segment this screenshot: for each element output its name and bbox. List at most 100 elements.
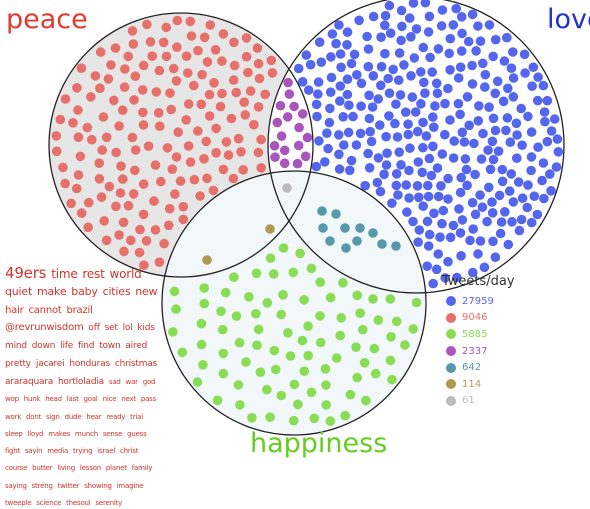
tweet-dot: [499, 56, 510, 66]
tweet-dot: [538, 158, 549, 168]
tweet-dot: [479, 262, 490, 273]
tweet-dot: [151, 87, 162, 97]
tweet-dot: [252, 43, 263, 53]
tweet-dot: [418, 117, 428, 128]
tweet-dot: [315, 277, 326, 288]
tweet-dot: [484, 182, 494, 193]
tweet-dot: [231, 311, 242, 321]
tweet-dot: [546, 186, 556, 196]
tweet-dot: [373, 153, 384, 163]
word-cloud-word: town: [99, 341, 121, 352]
word-cloud-word: butter: [32, 464, 53, 473]
tweet-dot: [238, 165, 248, 175]
tweet-dot: [119, 246, 129, 257]
tweet-dot: [60, 94, 71, 104]
word-cloud-word: aired: [125, 341, 148, 352]
tweet-dot: [98, 112, 109, 122]
tweet-dot: [101, 235, 112, 246]
tweet-dot: [255, 367, 266, 378]
word-cloud-word: set: [104, 323, 118, 334]
tweet-dot: [475, 236, 486, 246]
tweet-dot: [478, 58, 488, 69]
tweet-dot: [384, 111, 394, 121]
tweet-dot: [323, 143, 333, 154]
tweet-dot: [396, 160, 406, 170]
tweet-dot: [111, 201, 121, 212]
tweet-dot: [344, 100, 354, 110]
word-cloud-word: 49ers: [5, 264, 47, 282]
tweet-dot: [226, 113, 237, 124]
tweet-dot: [345, 165, 355, 176]
tweet-dot: [109, 95, 119, 106]
tweet-dot: [334, 149, 344, 160]
tweet-dot: [177, 347, 188, 358]
tweet-dot: [197, 69, 207, 80]
legend-swatch: [446, 362, 456, 373]
word-cloud-word: wop: [5, 395, 19, 404]
tweet-dot: [512, 153, 522, 163]
tweet-dot: [346, 58, 357, 69]
word-cloud-word: tweeple: [5, 498, 32, 507]
tweet-dot: [462, 92, 473, 102]
tweet-dot: [359, 358, 370, 368]
tweet-dot: [420, 0, 431, 8]
tweet-dot: [193, 45, 203, 56]
tweet-dot: [321, 400, 332, 410]
tweet-dot: [408, 216, 418, 227]
tweet-dot: [279, 145, 290, 156]
tweet-dot: [443, 256, 453, 267]
tweet-dot: [299, 295, 309, 305]
tweet-dot: [104, 181, 115, 192]
tweet-dot: [83, 222, 93, 233]
tweet-dot: [516, 103, 526, 114]
tweet-dot: [448, 220, 459, 231]
tweet-dot: [480, 69, 491, 80]
tweet-dot: [488, 113, 499, 124]
tweet-dot: [494, 190, 505, 201]
tweet-dot: [265, 253, 276, 263]
tweet-dot: [487, 208, 498, 218]
tweet-dot: [209, 78, 219, 88]
tweet-dot: [396, 5, 407, 16]
tweet-dot: [138, 107, 148, 118]
tweet-dot: [526, 217, 537, 228]
word-cloud-word: sense: [102, 429, 123, 438]
tweet-dot: [153, 108, 164, 118]
tweet-dot: [186, 31, 197, 41]
tweet-dot: [309, 413, 320, 424]
tweet-dot: [58, 162, 68, 173]
tweet-dot: [443, 173, 453, 184]
tweet-dot: [150, 160, 161, 170]
tweet-dot: [239, 97, 249, 107]
tweet-dot: [199, 154, 209, 164]
tweet-dot: [512, 130, 522, 140]
tweet-dot: [192, 377, 203, 387]
tweet-dot: [456, 172, 467, 183]
tweet-dot: [172, 42, 182, 52]
tweet-dot: [251, 268, 262, 279]
tweet-dot: [217, 88, 227, 99]
tweet-dot: [504, 186, 515, 196]
tweet-dot: [320, 364, 331, 374]
tweet-dot: [313, 77, 324, 87]
tweet-dot: [523, 180, 533, 190]
tweet-dot: [269, 345, 280, 356]
tweet-dot: [402, 207, 412, 217]
tweet-dot: [413, 157, 424, 167]
word-cloud-word: dude: [64, 412, 82, 421]
tweet-dot: [508, 73, 519, 83]
tweet-dot: [75, 151, 86, 162]
tweet-dot: [73, 170, 84, 180]
tweet-dot: [501, 125, 511, 136]
tweet-dot: [127, 26, 138, 36]
tweet-dot: [381, 131, 391, 142]
tweet-dot: [452, 272, 462, 283]
tweet-dot: [428, 278, 439, 289]
tweet-dot: [147, 51, 157, 61]
tweet-dot: [278, 290, 288, 300]
tweet-dot: [413, 237, 423, 247]
tweet-dot: [492, 76, 503, 87]
tweet-dot: [272, 117, 283, 128]
tweet-dot: [241, 33, 252, 43]
tweet-dot: [443, 83, 453, 94]
